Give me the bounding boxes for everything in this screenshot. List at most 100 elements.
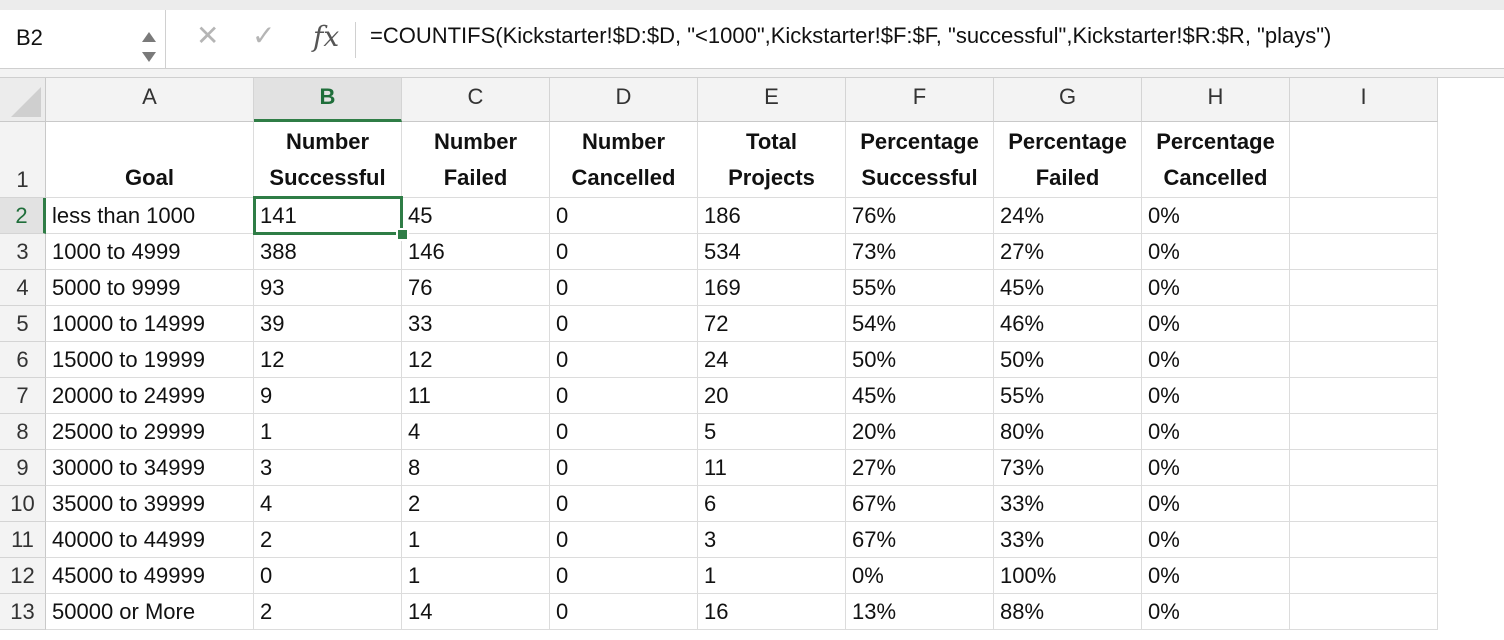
row-header-6[interactable]: 6 <box>0 342 46 378</box>
cell-d7[interactable]: 0 <box>550 378 698 414</box>
cell-a10[interactable]: 35000 to 39999 <box>46 486 254 522</box>
cell-a5[interactable]: 10000 to 14999 <box>46 306 254 342</box>
cell-d13[interactable]: 0 <box>550 594 698 630</box>
cell-c8[interactable]: 4 <box>402 414 550 450</box>
cell-h2[interactable]: 0% <box>1142 198 1290 234</box>
column-header-c[interactable]: C <box>402 78 550 122</box>
cell-e6[interactable]: 24 <box>698 342 846 378</box>
cell-d10[interactable]: 0 <box>550 486 698 522</box>
cell-g11[interactable]: 33% <box>994 522 1142 558</box>
cell-c12[interactable]: 1 <box>402 558 550 594</box>
header-cell-g1[interactable]: Percentage Failed <box>994 122 1142 198</box>
formula-input[interactable]: =COUNTIFS(Kickstarter!$D:$D, "<1000",Kic… <box>370 23 1332 48</box>
cell-i3[interactable] <box>1290 234 1438 270</box>
cell-f5[interactable]: 54% <box>846 306 994 342</box>
column-header-g[interactable]: G <box>994 78 1142 122</box>
row-header-12[interactable]: 12 <box>0 558 46 594</box>
cell-h11[interactable]: 0% <box>1142 522 1290 558</box>
cell-c9[interactable]: 8 <box>402 450 550 486</box>
header-cell-f1[interactable]: Percentage Successful <box>846 122 994 198</box>
cell-f9[interactable]: 27% <box>846 450 994 486</box>
cell-c2[interactable]: 45 <box>402 198 550 234</box>
cell-c5[interactable]: 33 <box>402 306 550 342</box>
cell-a9[interactable]: 30000 to 34999 <box>46 450 254 486</box>
fill-handle[interactable] <box>396 228 409 241</box>
cell-a8[interactable]: 25000 to 29999 <box>46 414 254 450</box>
cell-g3[interactable]: 27% <box>994 234 1142 270</box>
cell-h9[interactable]: 0% <box>1142 450 1290 486</box>
cell-b2[interactable]: 141 <box>254 198 402 234</box>
cell-d6[interactable]: 0 <box>550 342 698 378</box>
cell-c4[interactable]: 76 <box>402 270 550 306</box>
cell-b4[interactable]: 93 <box>254 270 402 306</box>
cell-c11[interactable]: 1 <box>402 522 550 558</box>
cell-i12[interactable] <box>1290 558 1438 594</box>
header-cell-i1[interactable] <box>1290 122 1438 198</box>
header-cell-b1[interactable]: Number Successful <box>254 122 402 198</box>
cell-a7[interactable]: 20000 to 24999 <box>46 378 254 414</box>
cell-e4[interactable]: 169 <box>698 270 846 306</box>
row-header-4[interactable]: 4 <box>0 270 46 306</box>
cell-f10[interactable]: 67% <box>846 486 994 522</box>
header-cell-a1[interactable]: Goal <box>46 122 254 198</box>
cell-c3[interactable]: 146 <box>402 234 550 270</box>
cell-g5[interactable]: 46% <box>994 306 1142 342</box>
name-box[interactable]: B2 <box>0 10 166 68</box>
select-all-button[interactable] <box>0 78 46 122</box>
cell-b13[interactable]: 2 <box>254 594 402 630</box>
row-header-8[interactable]: 8 <box>0 414 46 450</box>
cell-a3[interactable]: 1000 to 4999 <box>46 234 254 270</box>
cell-f12[interactable]: 0% <box>846 558 994 594</box>
cell-f11[interactable]: 67% <box>846 522 994 558</box>
cell-d8[interactable]: 0 <box>550 414 698 450</box>
cell-e3[interactable]: 534 <box>698 234 846 270</box>
cell-a12[interactable]: 45000 to 49999 <box>46 558 254 594</box>
cell-h5[interactable]: 0% <box>1142 306 1290 342</box>
cell-b10[interactable]: 4 <box>254 486 402 522</box>
cell-h7[interactable]: 0% <box>1142 378 1290 414</box>
insert-function-icon[interactable]: fx <box>313 20 340 53</box>
row-header-10[interactable]: 10 <box>0 486 46 522</box>
column-header-d[interactable]: D <box>550 78 698 122</box>
cell-d12[interactable]: 0 <box>550 558 698 594</box>
cancel-edit-icon[interactable]: ✕ <box>196 20 220 51</box>
cell-c13[interactable]: 14 <box>402 594 550 630</box>
cell-a13[interactable]: 50000 or More <box>46 594 254 630</box>
cell-h4[interactable]: 0% <box>1142 270 1290 306</box>
row-header-13[interactable]: 13 <box>0 594 46 630</box>
confirm-edit-icon[interactable]: ✓ <box>252 20 276 51</box>
cell-h13[interactable]: 0% <box>1142 594 1290 630</box>
cell-h10[interactable]: 0% <box>1142 486 1290 522</box>
cell-b9[interactable]: 3 <box>254 450 402 486</box>
cell-g10[interactable]: 33% <box>994 486 1142 522</box>
cell-h8[interactable]: 0% <box>1142 414 1290 450</box>
cell-f3[interactable]: 73% <box>846 234 994 270</box>
column-header-a[interactable]: A <box>46 78 254 122</box>
cell-e12[interactable]: 1 <box>698 558 846 594</box>
row-header-11[interactable]: 11 <box>0 522 46 558</box>
cell-f8[interactable]: 20% <box>846 414 994 450</box>
cell-g6[interactable]: 50% <box>994 342 1142 378</box>
cell-e2[interactable]: 186 <box>698 198 846 234</box>
cell-i11[interactable] <box>1290 522 1438 558</box>
cell-h3[interactable]: 0% <box>1142 234 1290 270</box>
cell-i6[interactable] <box>1290 342 1438 378</box>
cell-g9[interactable]: 73% <box>994 450 1142 486</box>
cell-a2[interactable]: less than 1000 <box>46 198 254 234</box>
row-header-9[interactable]: 9 <box>0 450 46 486</box>
cell-b12[interactable]: 0 <box>254 558 402 594</box>
cell-g2[interactable]: 24% <box>994 198 1142 234</box>
cell-i8[interactable] <box>1290 414 1438 450</box>
cell-f6[interactable]: 50% <box>846 342 994 378</box>
cell-c7[interactable]: 11 <box>402 378 550 414</box>
cell-e8[interactable]: 5 <box>698 414 846 450</box>
cell-g7[interactable]: 55% <box>994 378 1142 414</box>
cell-i13[interactable] <box>1290 594 1438 630</box>
cell-h6[interactable]: 0% <box>1142 342 1290 378</box>
cell-a6[interactable]: 15000 to 19999 <box>46 342 254 378</box>
cell-e7[interactable]: 20 <box>698 378 846 414</box>
cell-e9[interactable]: 11 <box>698 450 846 486</box>
cell-f7[interactable]: 45% <box>846 378 994 414</box>
cell-c10[interactable]: 2 <box>402 486 550 522</box>
cell-g13[interactable]: 88% <box>994 594 1142 630</box>
